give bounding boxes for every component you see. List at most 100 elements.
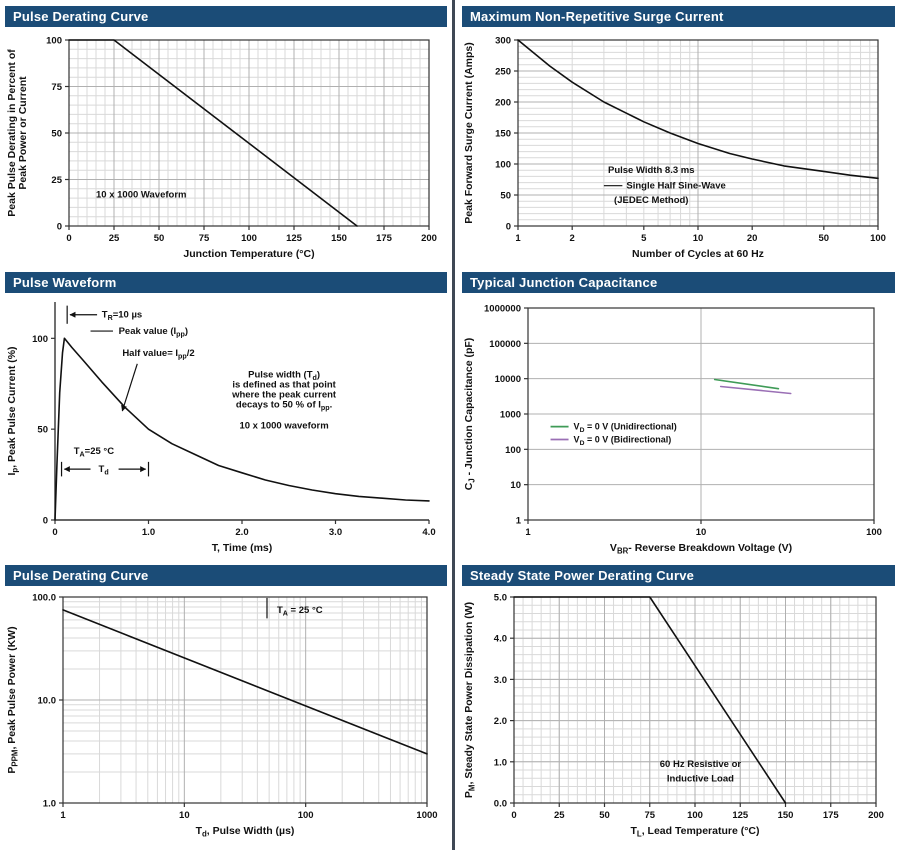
svg-text:100: 100 [495,160,511,171]
panel-junction-capacitance: Typical Junction Capacitance 1 10 100 1 10 10… [462,272,895,563]
svg-text:100: 100 [298,810,314,821]
panel-title-bar: Typical Junction Capacitance [462,272,895,293]
svg-text:5: 5 [641,233,647,244]
svg-text:1.0: 1.0 [494,757,507,768]
svg-text:Pulse width (Td): Pulse width (Td) [248,370,320,383]
panel-steady-state-power-derating: Steady State Power Derating Curve 0 25 50 7… [462,565,895,846]
svg-text:100: 100 [687,810,703,821]
svg-text:CJ - Junction Capacitance (pF): CJ - Junction Capacitance (pF) [463,338,477,491]
svg-text:is defined as that point: is defined as that point [232,380,336,391]
svg-text:60 Hz Resistive or: 60 Hz Resistive or [660,759,742,770]
svg-text:0: 0 [43,516,48,527]
svg-text:20: 20 [747,233,758,244]
panel-pulse-derating-curve-bottom: Pulse Derating Curve 1 10 100 1000 1.0 10.0 10… [5,565,447,846]
svg-text:150: 150 [778,810,794,821]
svg-text:200: 200 [421,233,437,244]
svg-text:1: 1 [525,527,531,538]
svg-text:100: 100 [46,36,62,47]
svg-text:10: 10 [179,810,190,821]
svg-text:1: 1 [60,810,66,821]
panel-title: Pulse Derating Curve [13,9,149,24]
svg-text:where the peak current: where the peak current [231,390,337,401]
svg-text:175: 175 [823,810,840,821]
svg-text:1.0: 1.0 [142,527,155,538]
svg-text:VD = 0 V (Unidirectional): VD = 0 V (Unidirectional) [574,422,677,435]
svg-text:150: 150 [331,233,347,244]
svg-text:T, Time (ms): T, Time (ms) [212,542,273,554]
pulse-waveform-chart: 0 1.0 2.0 3.0 4.0 0 50 100 T, Time (ms) Ip, Peak … [5,296,447,563]
svg-text:200: 200 [868,810,884,821]
svg-text:Inductive Load: Inductive Load [667,773,734,784]
svg-text:4.0: 4.0 [494,634,507,645]
svg-text:Td, Pulse Width (µs): Td, Pulse Width (µs) [196,825,295,839]
svg-text:250: 250 [495,67,511,78]
svg-text:4.0: 4.0 [422,527,435,538]
svg-text:TL, Lead Temperature (°C): TL, Lead Temperature (°C) [630,825,759,839]
svg-text:50: 50 [51,129,62,140]
svg-text:125: 125 [286,233,303,244]
panel-title: Steady State Power Derating Curve [470,568,695,583]
svg-text:100: 100 [241,233,257,244]
svg-text:3.0: 3.0 [494,675,507,686]
svg-text:125: 125 [732,810,749,821]
panel-title-bar: Pulse Derating Curve [5,565,447,586]
svg-text:0: 0 [57,222,62,233]
svg-text:10 x 1000 Waveform: 10 x 1000 Waveform [96,189,186,200]
svg-text:PM, Steady State Power Dissipa: PM, Steady State Power Dissipation (W) [463,602,477,798]
svg-text:1000: 1000 [500,410,521,421]
panel-pulse-waveform: Pulse Waveform 0 1.0 2.0 3.0 4.0 0 50 100 T, Tim… [5,272,447,563]
panel-title-bar: Steady State Power Derating Curve [462,565,895,586]
svg-text:100000: 100000 [489,339,521,350]
svg-text:2.0: 2.0 [235,527,248,538]
svg-text:TA = 25 °C: TA = 25 °C [277,605,323,618]
svg-text:50: 50 [819,233,830,244]
svg-text:175: 175 [376,233,393,244]
svg-text:300: 300 [495,36,511,47]
svg-text:PPPM, Peak Pulse Power (KW): PPPM, Peak Pulse Power (KW) [6,626,20,773]
svg-text:Peak Pulse Derating in Percent: Peak Pulse Derating in Percent of [6,49,18,217]
svg-text:TR=10 µs: TR=10 µs [102,310,142,323]
svg-text:100.0: 100.0 [32,593,56,604]
svg-text:10000: 10000 [495,374,521,385]
panel-title: Pulse Waveform [13,275,117,290]
panel-title: Pulse Derating Curve [13,568,149,583]
svg-text:Pulse Width 8.3 ms: Pulse Width 8.3 ms [608,165,695,176]
panel-pulse-derating-curve-top: Pulse Derating Curve 0 25 50 75 100 125 150 175… [5,6,447,269]
svg-text:VD = 0 V (Bidirectional): VD = 0 V (Bidirectional) [574,434,672,447]
panel-title: Maximum Non-Repetitive Surge Current [470,9,724,24]
svg-text:10: 10 [510,480,521,491]
svg-text:0: 0 [66,233,71,244]
svg-text:3.0: 3.0 [329,527,342,538]
svg-text:Peak Power or Current: Peak Power or Current [17,76,29,190]
svg-text:1: 1 [515,233,521,244]
svg-text:Single Half Sine-Wave: Single Half Sine-Wave [626,181,725,192]
panel-title: Typical Junction Capacitance [470,275,658,290]
svg-text:Number of Cycles at 60 Hz: Number of Cycles at 60 Hz [632,248,764,260]
panel-title-bar: Pulse Waveform [5,272,447,293]
svg-text:5.0: 5.0 [494,593,507,604]
svg-text:0.0: 0.0 [494,799,507,810]
svg-text:2: 2 [570,233,575,244]
svg-text:Half value= Ipp/2: Half value= Ipp/2 [122,348,194,361]
svg-text:Peak Forward Surge Current (Am: Peak Forward Surge Current (Amps) [463,42,475,223]
column-divider [452,0,455,850]
svg-text:1: 1 [516,516,522,527]
svg-text:0: 0 [511,810,516,821]
svg-text:Junction Temperature (°C): Junction Temperature (°C) [183,248,314,260]
panel-title-bar: Pulse Derating Curve [5,6,447,27]
svg-text:50: 50 [500,191,511,202]
svg-text:10 x 1000 waveform: 10 x 1000 waveform [239,421,328,432]
svg-text:75: 75 [199,233,210,244]
svg-text:150: 150 [495,129,511,140]
svg-text:0: 0 [506,222,511,233]
svg-text:100: 100 [505,445,521,456]
svg-text:Td: Td [99,464,109,477]
svg-text:100: 100 [32,334,48,345]
svg-text:10: 10 [696,527,707,538]
svg-text:1.0: 1.0 [43,799,56,810]
svg-text:75: 75 [51,82,62,93]
svg-text:0: 0 [52,527,57,538]
svg-text:75: 75 [644,810,655,821]
